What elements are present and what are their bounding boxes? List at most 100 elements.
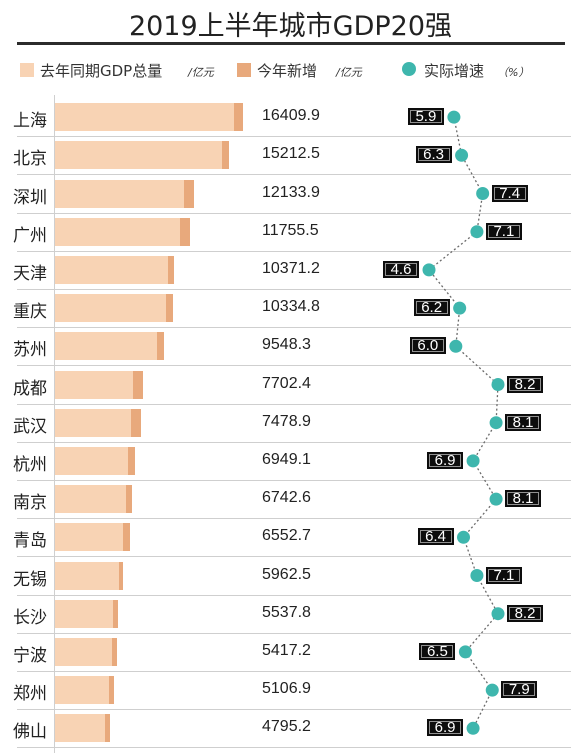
growth-data-label: 6.9 — [427, 719, 464, 737]
row-gridline — [17, 212, 571, 214]
growth-point-5 — [453, 301, 467, 315]
row-gridline — [17, 518, 571, 520]
bar-base-1 — [55, 141, 223, 170]
gdp-total-label: 16409.9 — [262, 107, 320, 125]
growth-point-13 — [491, 607, 505, 621]
bar-base-8 — [55, 408, 131, 437]
category-label: 宁波 — [13, 645, 47, 666]
bar-increase-11 — [122, 523, 131, 552]
legend-unit-increase: /亿元 — [336, 66, 362, 79]
chart-title: 2019上半年城市GDP20强 — [128, 11, 453, 42]
growth-data-label: 6.4 — [417, 528, 454, 546]
growth-data-label: 7.4 — [491, 184, 528, 202]
growth-data-label: 6.3 — [415, 146, 452, 164]
category-label: 长沙 — [13, 607, 47, 628]
bar-base-13 — [55, 599, 114, 628]
row-gridline — [17, 441, 571, 443]
category-axis-line — [54, 95, 55, 753]
bar-base-16 — [55, 714, 106, 743]
bar-base-0 — [55, 103, 234, 132]
bar-base-3 — [55, 217, 180, 246]
growth-data-label: 6.2 — [413, 299, 450, 317]
growth-data-label: 6.5 — [419, 642, 456, 660]
category-label: 深圳 — [13, 187, 47, 208]
legend-dot-growth — [402, 62, 416, 76]
legend-unit-growth: （%） — [497, 66, 530, 79]
growth-data-label: 8.1 — [505, 413, 542, 431]
bar-increase-5 — [166, 294, 174, 323]
growth-data-label: 8.1 — [505, 490, 542, 508]
bar-base-12 — [55, 561, 120, 590]
legend-unit-base: /亿元 — [188, 66, 214, 79]
bar-increase-2 — [184, 179, 194, 208]
legend-swatch-base — [20, 63, 34, 77]
title-underline — [17, 42, 565, 45]
legend-label-base: 去年同期GDP总量 — [40, 62, 163, 80]
category-label: 广州 — [13, 225, 47, 246]
growth-point-2 — [476, 187, 490, 200]
growth-point-7 — [491, 378, 505, 391]
growth-point-6 — [449, 339, 463, 353]
row-gridline — [17, 327, 571, 329]
row-gridline — [17, 747, 571, 749]
category-label: 重庆 — [13, 302, 47, 323]
growth-data-label: 7.9 — [501, 681, 538, 699]
bar-increase-9 — [128, 446, 135, 475]
bar-increase-8 — [130, 408, 141, 437]
growth-point-10 — [489, 492, 503, 506]
growth-data-label: 6.0 — [409, 337, 446, 355]
growth-data-label: 5.9 — [407, 108, 444, 126]
row-gridline — [17, 709, 571, 711]
growth-line — [428, 116, 499, 729]
category-label: 南京 — [13, 493, 47, 514]
bar-increase-1 — [222, 141, 230, 170]
category-label: 佛山 — [13, 722, 47, 743]
bar-increase-13 — [113, 599, 119, 628]
category-label: 上海 — [13, 111, 47, 132]
bar-base-11 — [55, 523, 123, 552]
row-gridline — [17, 136, 571, 138]
row-gridline — [17, 594, 571, 596]
bar-increase-12 — [119, 561, 124, 590]
row-gridline — [17, 671, 571, 672]
growth-point-12 — [470, 569, 484, 582]
bar-base-9 — [55, 446, 129, 475]
bar-increase-15 — [108, 676, 114, 705]
growth-data-label: 7.1 — [485, 566, 522, 584]
bar-base-15 — [55, 676, 109, 705]
gdp-total-label: 15212.5 — [262, 145, 320, 163]
bar-base-7 — [55, 370, 133, 399]
gdp-total-label: 5106.9 — [262, 680, 311, 698]
bar-base-6 — [55, 332, 157, 361]
growth-point-16 — [466, 721, 480, 735]
gdp-total-label: 6949.1 — [262, 450, 311, 468]
bar-base-10 — [55, 485, 127, 514]
bar-increase-7 — [132, 370, 144, 399]
row-gridline — [17, 289, 571, 290]
gdp-total-label: 5417.2 — [262, 641, 311, 659]
growth-point-1 — [455, 148, 469, 162]
category-label: 杭州 — [13, 454, 47, 475]
category-label: 天津 — [13, 263, 47, 284]
growth-data-label: 6.9 — [427, 451, 464, 469]
row-gridline — [17, 365, 571, 367]
bar-increase-4 — [168, 255, 174, 284]
bar-base-2 — [55, 179, 185, 208]
bar-increase-6 — [156, 332, 165, 361]
category-label: 苏州 — [13, 340, 47, 361]
growth-point-3 — [470, 225, 484, 239]
bar-base-4 — [55, 255, 169, 284]
category-label: 成都 — [13, 378, 47, 399]
growth-point-8 — [489, 416, 503, 430]
category-label: 无锡 — [13, 569, 47, 590]
gdp-total-label: 4795.2 — [262, 718, 311, 736]
gdp-total-label: 6552.7 — [262, 527, 311, 545]
legend-swatch-increase — [237, 63, 251, 77]
bar-increase-14 — [112, 637, 118, 666]
row-gridline — [17, 632, 571, 634]
gdp-total-label: 5962.5 — [262, 565, 311, 583]
row-gridline — [17, 403, 571, 405]
category-label: 北京 — [13, 149, 47, 170]
